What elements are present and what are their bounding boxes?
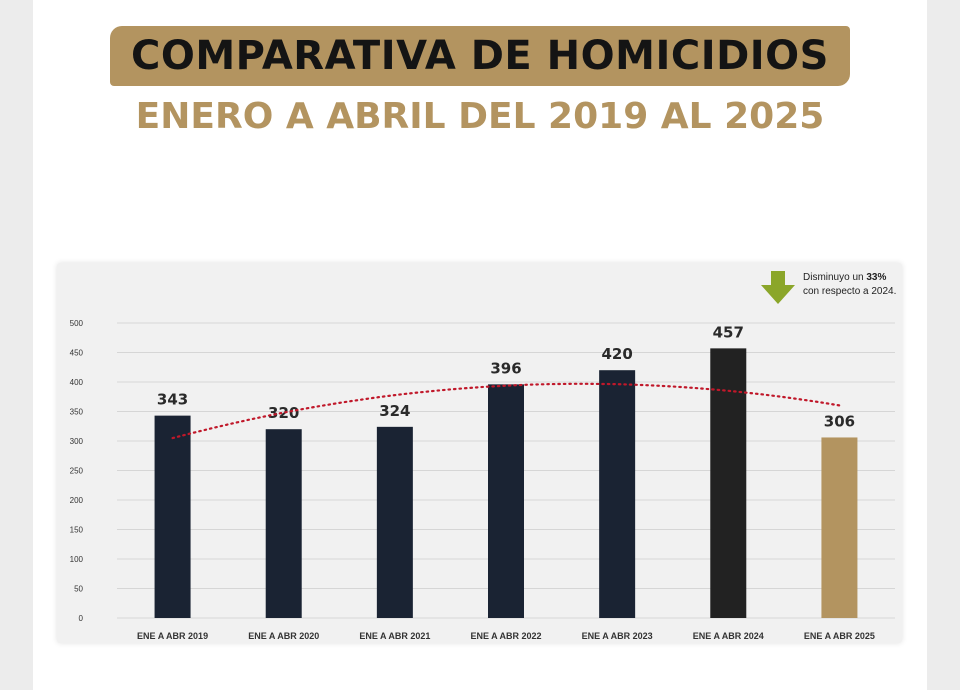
- bar: [821, 437, 858, 618]
- y-tick-label: 400: [70, 378, 84, 387]
- infographic-page: COMPARATIVA DE HOMICIDIOS ENERO A ABRIL …: [33, 0, 927, 690]
- arrow-down-icon: [761, 271, 795, 304]
- bar: [488, 384, 524, 618]
- data-label: 396: [490, 359, 521, 377]
- y-tick-label: 150: [70, 526, 84, 535]
- x-tick-label: ENE A ABR 2020: [248, 631, 319, 641]
- data-label: 457: [713, 323, 744, 341]
- y-tick-label: 300: [70, 437, 84, 446]
- bar: [376, 426, 413, 618]
- bar-chart: 0 50 100 150 200 250 300 350 400 450 500 343 ENE A A…: [70, 319, 895, 641]
- annotation-highlight: 33%: [866, 272, 887, 283]
- y-tick-label: 0: [79, 614, 84, 623]
- annotation: Disminuyo un 33% con respecto a 2024.: [759, 271, 899, 305]
- x-tick-label: ENE A ABR 2025: [804, 631, 875, 641]
- y-tick-label: 350: [70, 408, 84, 417]
- chart-subtitle: ENERO A ABRIL DEL 2019 AL 2025: [135, 96, 825, 137]
- y-tick-label: 450: [70, 349, 84, 358]
- y-tick-label: 200: [70, 496, 84, 505]
- data-label: 420: [601, 345, 632, 363]
- x-tick-label: ENE A ABR 2019: [137, 631, 208, 641]
- title-banner: COMPARATIVA DE HOMICIDIOS: [110, 26, 850, 86]
- y-tick-label: 250: [70, 467, 84, 476]
- chart-card: 0 50 100 150 200 250 300 350 400 450 500 343 ENE A A…: [57, 263, 902, 643]
- x-tick-label: ENE A ABR 2021: [359, 631, 430, 641]
- chart-title: COMPARATIVA DE HOMICIDIOS: [131, 33, 829, 79]
- bar: [265, 429, 302, 618]
- trendline: [171, 382, 841, 440]
- data-label: 324: [379, 402, 410, 420]
- bar: [599, 370, 636, 618]
- annotation-text: Disminuyo un 33% con respecto a 2024.: [803, 271, 899, 299]
- x-tick-label: ENE A ABR 2023: [582, 631, 653, 641]
- data-label: 306: [824, 412, 855, 430]
- y-tick-label: 500: [70, 319, 84, 328]
- bar: [710, 348, 747, 618]
- annotation-prefix: Disminuyo un: [803, 272, 864, 283]
- x-tick-label: ENE A ABR 2024: [693, 631, 764, 641]
- x-tick-label: ENE A ABR 2022: [470, 631, 541, 641]
- annotation-suffix: con respecto a 2024.: [803, 286, 897, 297]
- y-tick-label: 50: [74, 585, 83, 594]
- data-label: 320: [268, 404, 299, 422]
- bar: [154, 415, 191, 618]
- data-label: 343: [157, 391, 188, 409]
- y-tick-label: 100: [70, 555, 84, 564]
